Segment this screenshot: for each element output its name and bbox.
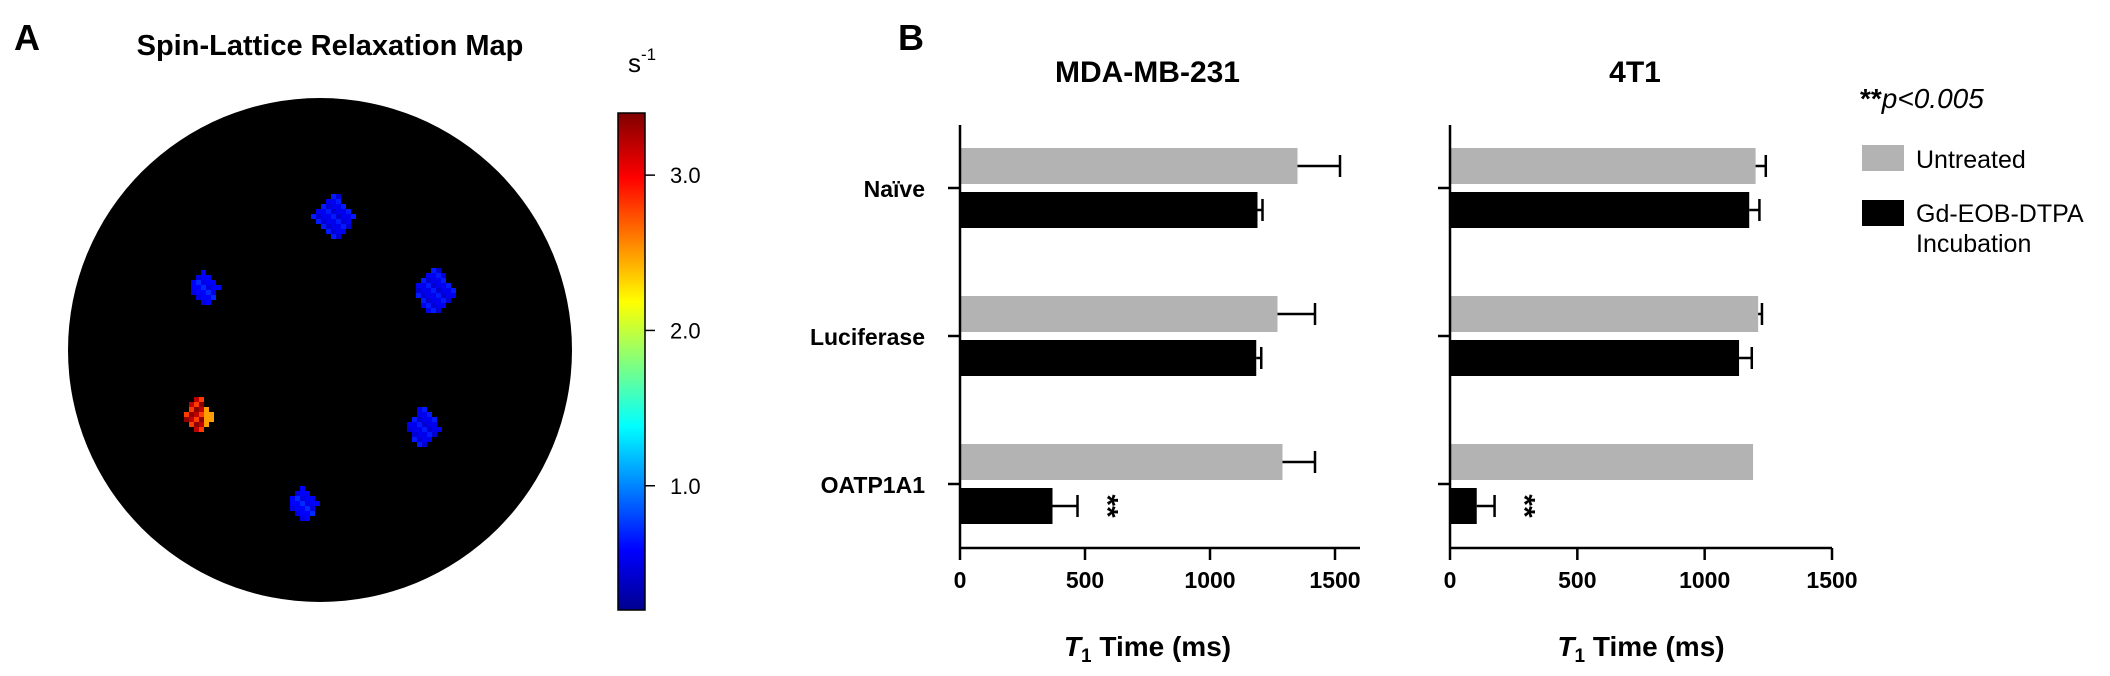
legend-swatch-gd-eob-dtpa — [1862, 200, 1904, 226]
x-tick-label: 1500 — [1806, 567, 1857, 593]
relaxation-spot — [184, 397, 214, 432]
chart-4t1: 4T1 ** 0 500 1000 1500 T1 Time (ms) — [1438, 56, 1858, 667]
category-label-nai-ve: Naïve — [864, 176, 925, 202]
bar-untreated-oatp1a1 — [1450, 444, 1754, 480]
bar-gd-eob-dtpa-incubation-oatp1a1 — [960, 488, 1053, 524]
x-tick-label: 1000 — [1679, 567, 1730, 593]
colorbar-tick-label: 3.0 — [670, 163, 701, 188]
panel-b: B MDA-MB-231 Naïve Luciferase OATP1A1 ** 0 500… — [810, 17, 2089, 667]
bar-untreated-oatp1a1 — [960, 444, 1283, 480]
legend-label-gd-eob-dtpa: Gd-EOB-DTPA Incubation — [1916, 200, 2089, 258]
panel-a-letter: A — [14, 17, 40, 58]
legend-label-untreated: Untreated — [1916, 146, 2026, 174]
bar-untreated-luciferase — [960, 296, 1278, 332]
relaxation-spot — [290, 486, 320, 521]
relaxation-spots — [184, 194, 456, 521]
x-tick-label: 1500 — [1309, 567, 1360, 593]
colorbar — [617, 112, 646, 611]
chart-title-mda-mb-231: MDA-MB-231 — [1055, 56, 1240, 89]
category-label-oatp1a1: OATP1A1 — [821, 472, 926, 498]
bar-gd-eob-dtpa-incubation-oatp1a1 — [1450, 488, 1477, 524]
colorbar-tick-label: 1.0 — [670, 474, 701, 499]
relaxation-spot — [407, 407, 442, 447]
x-axis-label-mda-mb-231: T1 Time (ms) — [1064, 631, 1231, 667]
category-label-luciferase: Luciferase — [810, 324, 925, 350]
relaxation-spot — [416, 268, 456, 313]
significance-marker-mda-mb-231: ** — [1091, 494, 1124, 518]
x-tick-label: 500 — [1066, 567, 1104, 593]
chart-title-4t1: 4T1 — [1609, 56, 1661, 89]
x-tick-label: 0 — [1444, 567, 1457, 593]
significance-marker-4t1: ** — [1508, 494, 1541, 518]
bar-untreated-nai-ve — [1450, 148, 1756, 184]
x-axis-label-4t1: T1 Time (ms) — [1557, 631, 1724, 667]
bar-gd-eob-dtpa-incubation-nai-ve — [1450, 192, 1750, 228]
bar-gd-eob-dtpa-incubation-luciferase — [960, 340, 1257, 376]
legend-swatch-untreated — [1862, 145, 1904, 171]
panel-a-title: Spin-Lattice Relaxation Map — [137, 30, 524, 62]
bar-gd-eob-dtpa-incubation-nai-ve — [960, 192, 1258, 228]
colorbar-ticks: 1.0 2.0 3.0 — [645, 163, 701, 499]
significance-stars: ** — [1860, 83, 1882, 114]
bar-untreated-nai-ve — [960, 148, 1298, 184]
x-tick-label: 500 — [1558, 567, 1596, 593]
x-tick-label: 1000 — [1184, 567, 1235, 593]
panel-a: A Spin-Lattice Relaxation Map s-1 1.0 2.0… — [14, 17, 701, 611]
panel-b-letter: B — [898, 17, 924, 58]
relaxation-spot — [311, 194, 356, 239]
legend: Untreated Gd-EOB-DTPA Incubation — [1862, 145, 2089, 258]
x-tick-label: 0 — [954, 567, 967, 593]
colorbar-tick-label: 2.0 — [670, 318, 701, 343]
significance-threshold: p<0.005 — [1881, 83, 1984, 114]
bar-gd-eob-dtpa-incubation-luciferase — [1450, 340, 1740, 376]
colorbar-unit: s-1 — [628, 45, 656, 78]
chart-mda-mb-231: MDA-MB-231 Naïve Luciferase OATP1A1 ** 0 500 10… — [810, 56, 1361, 667]
relaxation-map-disk — [68, 98, 572, 602]
relaxation-spot — [191, 270, 221, 305]
significance-note: **p<0.005 — [1860, 83, 1984, 114]
bar-untreated-luciferase — [1450, 296, 1759, 332]
